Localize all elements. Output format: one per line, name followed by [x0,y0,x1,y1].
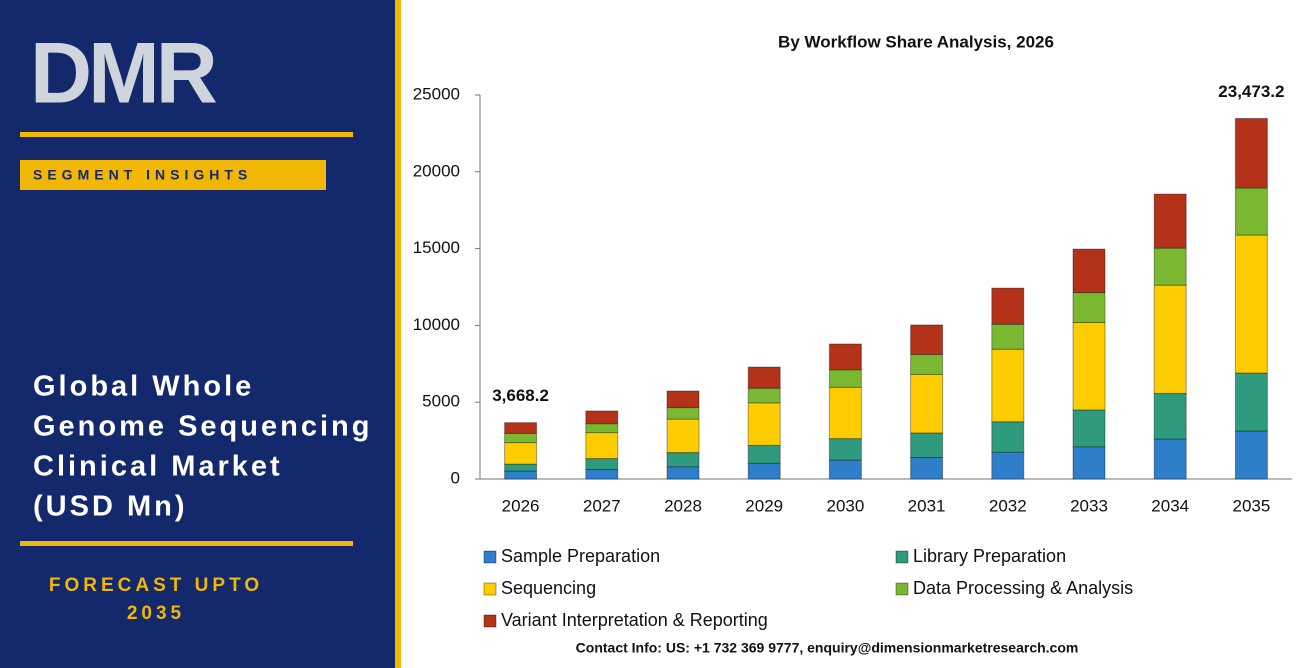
bar-segment [1072,292,1106,323]
sidebar [0,0,395,668]
bar-segment [504,442,538,465]
bar-segment [666,407,700,420]
y-tick-label: 25000 [413,84,460,103]
sidebar-border [395,0,401,668]
bar-segment [504,422,538,434]
bar-segment [1072,248,1106,294]
legend-label: Library Preparation [913,546,1066,566]
bar-segment [585,468,619,480]
bar-segment [1153,438,1187,480]
bar-segment [828,343,862,371]
bar-segment [1234,234,1268,374]
bar-segment [666,452,700,468]
bar-segment [910,353,944,375]
bar-segment [991,323,1025,350]
x-tick-label: 2033 [1070,496,1108,515]
y-tick-label: 0 [451,468,460,487]
bar-segment [1234,187,1268,236]
y-tick-label: 10000 [413,315,460,334]
bar-segment [828,369,862,388]
bar-segment [666,390,700,409]
bar-segment [1153,392,1187,440]
bar-segment [1072,321,1106,411]
bar-segment [747,462,781,480]
x-tick-label: 2032 [989,496,1027,515]
bar-segment [991,287,1025,325]
bar-segment [1072,446,1106,480]
bar-segment [828,438,862,461]
bar-segment [910,432,944,458]
badge-box [20,160,326,190]
y-tick-label: 20000 [413,161,460,180]
bar-segment [910,324,944,355]
bar-segment [1153,193,1187,249]
bar-segment [585,432,619,460]
legend-swatch [483,550,497,564]
bar-segment [1153,247,1187,286]
x-tick-label: 2031 [908,496,946,515]
bar-segment [910,456,944,480]
bar-segment [910,373,944,434]
x-tick-label: 2027 [583,496,621,515]
x-tick-label: 2026 [502,496,540,515]
bar-segment [666,466,700,480]
title-line: Global Whole [33,371,254,403]
total-label: 3,668.2 [492,386,549,405]
badge: SEGMENT INSIGHTS [33,167,252,183]
chart-title: By Workflow Share Analysis, 2026 [778,32,1054,51]
bar-segment [585,423,619,434]
bar-segment [1072,409,1106,448]
legend-label: Sequencing [501,578,596,598]
x-tick-label: 2028 [664,496,702,515]
bar-segment [504,470,538,480]
contact: Contact Info: US: +1 732 369 9777, enqui… [576,640,1079,656]
forecast-line: FORECAST UPTO [49,575,263,596]
divider [20,541,353,546]
divider [20,132,353,137]
bar-segment [828,459,862,480]
forecast-line: 2035 [127,603,185,624]
sidebar-title: Global Whole Genome Sequencing Clinical Ma… [33,371,372,523]
bar-segment [585,458,619,470]
bar-segment [747,387,781,404]
total-label: 23,473.2 [1218,82,1284,101]
bar-segment [504,463,538,472]
forecast: FORECAST UPTO 2035 [49,575,263,624]
plot: 0 5000 10000 15000 20000 25000 2026 2027 2028 202… [413,82,1292,630]
bar-segment [991,451,1025,480]
bar-segment [991,348,1025,423]
x-tick-label: 2035 [1232,496,1270,515]
bar-segment [828,386,862,440]
logo: DMR [30,26,217,122]
legend-label: Sample Preparation [501,546,660,566]
x-tick-label: 2029 [745,496,783,515]
legend-swatch [483,614,497,628]
legend-swatch [895,550,909,564]
bar-segment [504,432,538,444]
bar-segment [1153,284,1187,394]
bar-segment [747,444,781,464]
title-line: Clinical Market [33,451,283,483]
x-tick-label: 2030 [826,496,864,515]
bar-segment [747,366,781,389]
bar-segment [666,418,700,454]
legend-swatch [483,582,497,596]
bar-segment [991,421,1025,453]
title-line: Genome Sequencing [33,411,372,443]
bar-segment [1234,430,1268,480]
bar-segment [585,410,619,425]
bar-segment [1234,372,1268,432]
legend-label: Variant Interpretation & Reporting [501,610,768,630]
y-tick-label: 5000 [422,392,460,411]
title-line: (USD Mn) [33,491,187,523]
bar-segment [1234,117,1268,189]
y-tick-label: 15000 [413,238,460,257]
legend-label: Data Processing & Analysis [913,578,1133,598]
legend-swatch [895,582,909,596]
bar-segment [747,402,781,446]
x-tick-label: 2034 [1151,496,1189,515]
